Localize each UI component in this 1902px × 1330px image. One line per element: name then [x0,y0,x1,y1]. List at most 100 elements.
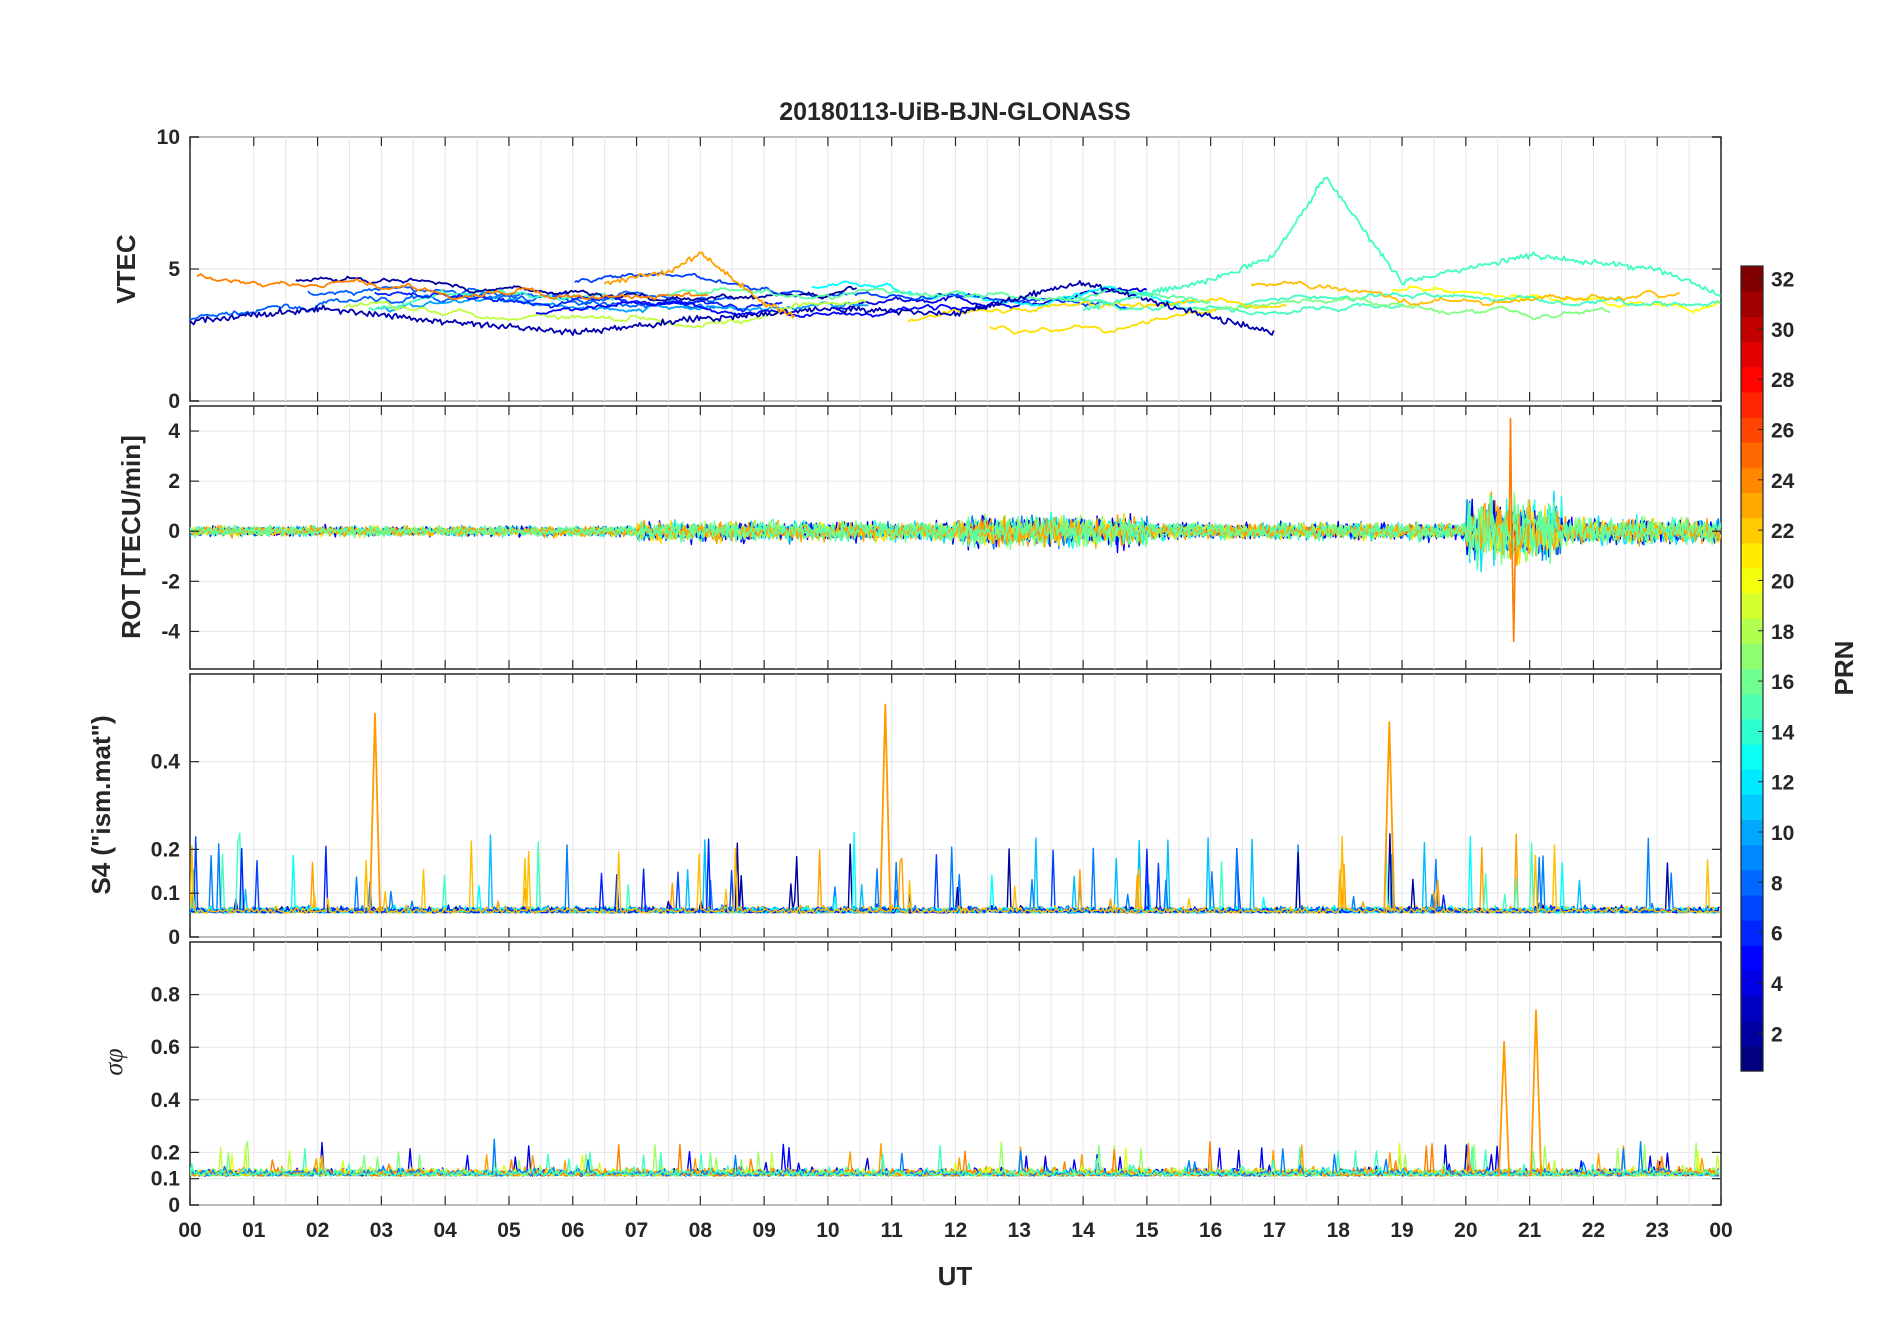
vtec-sample-series [190,280,1275,336]
x-tick-label: 16 [1199,1219,1222,1242]
rot-satellite-track [190,499,1721,567]
s4-panel: 0 0.1 0.2 0.4 S4 ("ism.mat") [86,673,1722,949]
y-tick-label: 0 [168,520,180,543]
y-tick-label: -2 [161,570,180,593]
vtec-sample-series [1082,176,1721,312]
colorbar-step [1741,743,1763,770]
x-tick-label: 01 [242,1219,266,1242]
colorbar-step [1741,542,1763,569]
vtec-satellite-track [1237,291,1721,308]
vtec-ylabel: VTEC [111,234,141,304]
colorbar-step [1741,492,1763,519]
x-tick-label: 06 [561,1219,584,1242]
s4-y-ticks: 0 0.1 0.2 0.4 [151,674,1722,949]
colorbar-step [1741,769,1763,795]
colorbar-tick-label: 22 [1771,520,1794,543]
x-tick-label: 00 [1709,1219,1732,1242]
y-tick-label: 0.8 [151,984,181,1007]
x-tick-label: 23 [1646,1219,1669,1242]
x-tick-label: 03 [370,1219,393,1242]
y-tick-label: -4 [161,620,180,643]
rot-extreme-spike [1508,417,1517,643]
colorbar-step [1741,442,1763,468]
colorbar-step [1741,718,1763,745]
sigma-phi-satellite-track [190,1153,1720,1177]
vtec-satellite-track [834,287,1148,311]
s4-peak [1383,721,1396,913]
x-tick-label: 20 [1454,1219,1477,1242]
x-tick-label: 07 [625,1219,648,1242]
colorbar-tick-label: 18 [1771,621,1795,644]
sigma-phi-series [190,1009,1720,1177]
y-tick-label: 2 [168,470,180,493]
rot-series [190,417,1721,643]
s4-grid [190,674,1721,938]
x-tick-label: 13 [1008,1219,1031,1242]
x-tick-label: 05 [497,1219,521,1242]
x-tick-label: 18 [1327,1219,1351,1242]
y-tick-label: 4 [168,420,180,443]
colorbar-tick-label: 4 [1771,973,1783,996]
rot-satellite-track [190,500,1721,571]
y-tick-label: 0.4 [151,751,181,774]
x-axis-label: UT [938,1261,973,1291]
x-tick-label: 21 [1518,1219,1542,1242]
sigma-phi-peak [1530,1009,1542,1177]
colorbar-step [1741,643,1763,670]
sigma-phi-peak [1498,1041,1511,1177]
colorbar-step [1741,869,1763,896]
colorbar-step [1741,1020,1763,1047]
colorbar-tick-label: 14 [1771,721,1795,744]
s4-satellite-track [190,835,1720,914]
vtec-satellite-track [989,308,1217,335]
colorbar-step [1741,467,1763,494]
colorbar-tick-label: 28 [1771,369,1795,392]
sigma-phi-y-ticks: 0 0.1 0.2 0.4 0.6 0.8 [151,942,1722,1217]
x-tick-label: 14 [1071,1219,1095,1242]
vtec-series [190,176,1721,336]
s4-ylabel: S4 ("ism.mat") [86,715,116,894]
colorbar-step [1741,970,1763,997]
colorbar-tick-label: 20 [1771,570,1794,593]
colorbar-step [1741,416,1763,443]
x-tick-label: 22 [1582,1219,1605,1242]
colorbar-step [1741,844,1763,871]
y-tick-label: 5 [168,258,180,281]
x-tick-label: 17 [1263,1219,1286,1242]
y-tick-label: 0.2 [151,838,180,861]
colorbar-step [1741,593,1763,619]
x-tick-label: 15 [1135,1219,1159,1242]
colorbar-step [1741,567,1763,594]
colorbar-tick-label: 30 [1771,319,1794,342]
colorbar-tick-label: 8 [1771,872,1783,895]
colorbar-step [1741,391,1763,418]
y-tick-label: 10 [157,126,180,149]
x-tick-label: 00 [178,1219,201,1242]
x-tick-label: 11 [881,1219,904,1242]
y-tick-label: 0 [168,1194,180,1217]
x-tick-label: 12 [944,1219,967,1242]
colorbar-step [1741,1045,1763,1072]
s4-peak [369,712,381,913]
vtec-satellite-track [295,275,857,302]
colorbar-step [1741,668,1763,695]
colorbar-tick-label: 12 [1771,772,1794,795]
colorbar-label: PRN [1829,641,1859,696]
colorbar-tick-label: 2 [1771,1023,1783,1046]
colorbar-step [1741,517,1763,544]
colorbar-tick-label: 24 [1771,470,1795,493]
vtec-satellite-track [1186,296,1611,321]
colorbar-step [1741,995,1763,1022]
x-tick-label: 02 [306,1219,329,1242]
vtec-sample-series [603,251,796,319]
colorbar-tick-label: 16 [1771,671,1794,694]
colorbar-step [1741,794,1763,821]
rot-panel: -4 -2 0 2 4 ROT [TECU/min] [116,405,1722,670]
vtec-satellite-track [1058,296,1405,316]
y-tick-label: 0 [168,926,180,949]
vtec-panel: 0 5 10 VTEC [111,126,1722,413]
x-tick-labels: 00 01 02 03 04 05 06 07 08 09 10 11 12 13 14 15 16 17 18 19… [178,1219,1732,1242]
colorbar-step [1741,366,1763,393]
